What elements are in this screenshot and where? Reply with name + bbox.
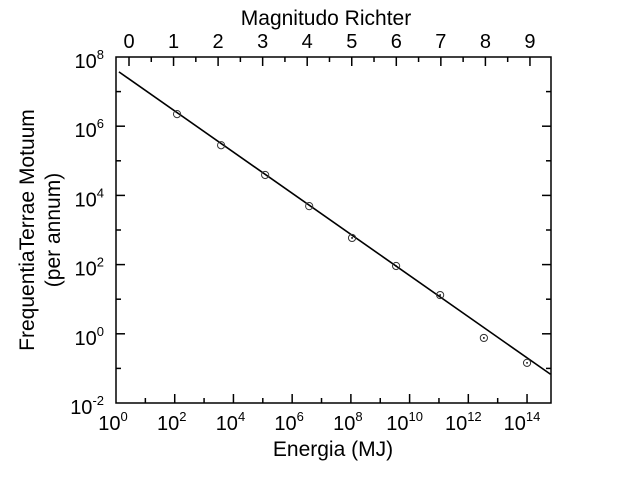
fit-line-path [118, 71, 551, 375]
top-tick-label: 7 [435, 31, 446, 53]
tick-labels: 100 102 104 106 108 1010 1012 10141081061041021… [70, 31, 540, 435]
data-point [436, 290, 445, 300]
x-tick-label: 106 [274, 409, 303, 435]
plot-frame [115, 56, 552, 404]
top-tick-label: 6 [391, 31, 402, 53]
data-point-center [395, 265, 397, 267]
data-point [479, 333, 488, 343]
x-tick-label: 100 [98, 409, 127, 435]
top-tick-label: 8 [480, 31, 491, 53]
y-tick-label: 102 [75, 255, 104, 281]
y-tick-label: 104 [75, 185, 104, 211]
x-axis-title: Energia (MJ) [273, 438, 393, 461]
y-axis-title-line2: (per annum) [42, 173, 65, 287]
data-point-center [526, 361, 528, 364]
x-tick-label: 1014 [504, 409, 541, 435]
data-points [172, 109, 532, 367]
data-point [391, 261, 401, 271]
data-point-center [351, 237, 353, 239]
data-point [261, 170, 270, 180]
top-tick-label: 9 [524, 31, 535, 53]
y-axis-title: FrequentiaTerrae Motuum [16, 109, 39, 351]
top-axis-title: Magnitudo Richter [241, 7, 411, 30]
top-tick-label: 4 [302, 31, 313, 53]
fit-line [118, 71, 551, 375]
axis-ticks [116, 57, 551, 403]
top-tick-label: 2 [213, 31, 224, 53]
x-tick-label: 1010 [386, 409, 423, 435]
data-point [217, 141, 226, 150]
data-point-center [482, 337, 485, 339]
top-tick-label: 5 [346, 31, 357, 53]
x-tick-label: 1012 [445, 409, 482, 435]
data-point [305, 202, 314, 211]
y-tick-label: 108 [75, 47, 104, 73]
x-tick-label: 108 [333, 409, 362, 435]
data-point-center [439, 294, 442, 296]
y-tick-label: 10-2 [70, 393, 104, 419]
top-tick-label: 1 [168, 31, 179, 53]
top-tick-label: 3 [257, 31, 268, 53]
y-tick-label: 106 [75, 116, 104, 142]
x-tick-label: 104 [216, 409, 245, 435]
data-point [172, 109, 182, 119]
y-tick-label: 100 [75, 324, 104, 350]
top-tick-label: 0 [123, 31, 134, 53]
x-tick-label: 102 [157, 409, 186, 435]
data-point [522, 358, 532, 367]
data-point [347, 233, 357, 243]
